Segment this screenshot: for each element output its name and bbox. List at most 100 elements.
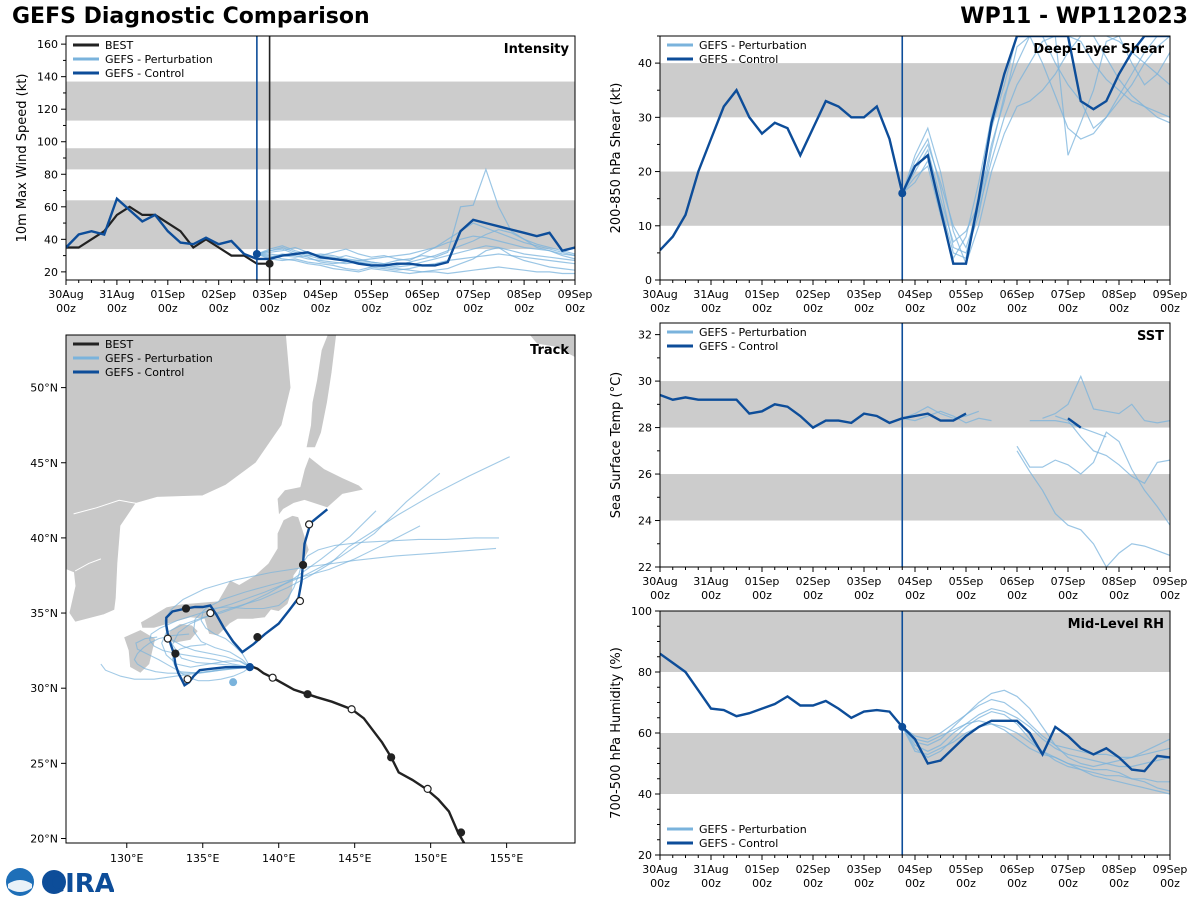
intensity-xtick-label2-4: 00z	[260, 302, 280, 315]
sst-xtick-label2-3: 00z	[803, 589, 823, 602]
shear-xtick-label2-10: 00z	[1160, 302, 1180, 315]
shear-xtick-label2-8: 00z	[1058, 302, 1078, 315]
country-border-0	[74, 558, 102, 572]
shear-control-marker	[898, 189, 907, 198]
sst-frame	[659, 322, 1171, 568]
sst-legend-label-0: GEFS - Perturbation	[699, 326, 807, 339]
intensity-panel: 2040608010012014016030Aug00z31Aug00z01Se…	[15, 35, 593, 315]
sst-xtick-label2-6: 00z	[956, 589, 976, 602]
sst-xtick-label2-1: 00z	[701, 589, 721, 602]
rh-control-marker	[898, 722, 907, 731]
sst-xtick-label2-9: 00z	[1109, 589, 1129, 602]
rh-xtick-label-9: 08Sep	[1102, 863, 1137, 876]
track-best-point-2	[387, 753, 396, 762]
intensity-xtick-label2-3: 00z	[209, 302, 229, 315]
track-best-point-0	[456, 828, 466, 837]
track-ytick-label-4: 40°N	[30, 532, 58, 545]
rh-xtick-label2-4: 00z	[854, 877, 874, 890]
shear-xtick-label2-1: 00z	[701, 302, 721, 315]
intensity-legend-label-0: BEST	[105, 39, 133, 52]
rh-ytick-label-1: 40	[638, 788, 652, 801]
sst-xtick-label-6: 05Sep	[949, 575, 984, 588]
rh-ytick-label-3: 80	[638, 666, 652, 679]
intensity-ytick-label-1: 40	[44, 233, 58, 246]
track-control-point-3	[163, 634, 172, 643]
track-panel-title: Track	[530, 343, 569, 358]
track-control-point-8	[298, 560, 308, 570]
sst-legend-label-1: GEFS - Control	[699, 340, 778, 353]
rh-ytick-label-2: 60	[638, 727, 652, 740]
rh-xtick-label-2: 01Sep	[745, 863, 780, 876]
intensity-xtick-label-3: 02Sep	[201, 288, 236, 301]
rh-xtick-label-8: 07Sep	[1051, 863, 1086, 876]
hokkaido-landmass	[276, 456, 365, 517]
shear-xtick-label2-4: 00z	[854, 302, 874, 315]
track-ytick-label-5: 45°N	[30, 457, 58, 470]
rh-xtick-label2-10: 00z	[1160, 877, 1180, 890]
sst-xtick-label-9: 08Sep	[1102, 575, 1137, 588]
intensity-xtick-label-4: 03Sep	[252, 288, 287, 301]
track-legend-label-2: GEFS - Control	[105, 366, 184, 379]
track-ytick-label-6: 50°N	[30, 382, 58, 395]
intensity-xtick-label2-10: 00z	[565, 302, 585, 315]
shear-panel-title: Deep-Layer Shear	[1033, 42, 1164, 57]
intensity-xtick-label-9: 08Sep	[507, 288, 542, 301]
sst-xtick-label-3: 02Sep	[796, 575, 831, 588]
track-xtick-label-5: 155°E	[490, 852, 523, 865]
track-best-point-1	[423, 784, 432, 793]
intensity-ytick-label-3: 80	[44, 168, 58, 181]
track-perturbation-line-4	[149, 472, 441, 668]
track-control-point-2	[171, 649, 180, 658]
rh-xtick-label-5: 04Sep	[898, 863, 933, 876]
shear-ytick-label-1: 10	[638, 220, 652, 233]
sst-xtick-label-5: 04Sep	[898, 575, 933, 588]
sst-perturbation-line-5	[1055, 415, 1170, 485]
rh-xtick-label2-2: 00z	[752, 877, 772, 890]
intensity-xtick-label-10: 09Sep	[558, 288, 593, 301]
shear-xtick-label-1: 31Aug	[693, 288, 728, 301]
rh-xtick-label2-1: 00z	[701, 877, 721, 890]
intensity-xtick-label-7: 06Sep	[405, 288, 440, 301]
shear-xtick-label2-9: 00z	[1109, 302, 1129, 315]
track-control-point-0	[245, 663, 254, 672]
shear-xtick-label-9: 08Sep	[1102, 288, 1137, 301]
rh-xtick-label2-6: 00z	[956, 877, 976, 890]
shear-perturbation-line-0	[901, 36, 1170, 254]
track-control-point-4	[181, 604, 191, 613]
intensity-ytick-label-2: 60	[44, 201, 58, 214]
track-ytick-label-1: 25°N	[30, 757, 58, 770]
shear-xtick-label-7: 06Sep	[1000, 288, 1035, 301]
intensity-perturbation-line-1	[256, 246, 575, 275]
track-perturbation-line-2	[171, 510, 377, 668]
sst-band-0	[660, 474, 1170, 521]
shear-xtick-label2-3: 00z	[803, 302, 823, 315]
country-border-1	[73, 499, 136, 515]
track-best-point-5	[268, 673, 277, 682]
rh-xtick-label2-8: 00z	[1058, 877, 1078, 890]
rh-control-line	[660, 652, 1170, 773]
track-ytick-label-2: 30°N	[30, 682, 58, 695]
intensity-control-line	[66, 196, 575, 267]
intensity-band-2	[66, 81, 575, 121]
shear-band-0	[660, 171, 1170, 226]
shear-perturbation-line-4	[901, 36, 1170, 249]
sst-xtick-label2-10: 00z	[1160, 589, 1180, 602]
sst-ylabel: Sea Surface Temp (°C)	[609, 372, 624, 519]
sst-xtick-label2-2: 00z	[752, 589, 772, 602]
intensity-xtick-label-5: 04Sep	[303, 288, 338, 301]
shear-ylabel: 200-850 hPa Shear (kt)	[609, 83, 624, 234]
track-control-point-6	[253, 632, 262, 642]
rh-perturbation-line-2	[901, 707, 1170, 768]
cira-globe-icon	[42, 870, 66, 894]
intensity-xtick-label-0: 30Aug	[48, 288, 83, 301]
sst-control-tail	[1067, 417, 1082, 429]
sst-xtick-label2-8: 00z	[1058, 589, 1078, 602]
shear-xtick-label-2: 01Sep	[745, 288, 780, 301]
intensity-legend-label-1: GEFS - Perturbation	[105, 53, 213, 66]
rh-ytick-label-0: 20	[638, 849, 652, 862]
intensity-ytick-label-0: 20	[44, 266, 58, 279]
shear-perturbation-line-2	[901, 36, 1170, 266]
sst-ytick-label-5: 32	[638, 329, 652, 342]
shear-xtick-label2-0: 00z	[650, 302, 670, 315]
